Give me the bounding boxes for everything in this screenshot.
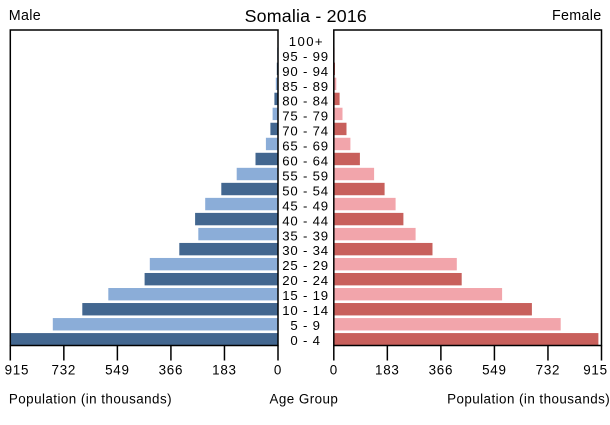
svg-text:366: 366 bbox=[429, 363, 454, 378]
svg-text:65 - 69: 65 - 69 bbox=[282, 139, 329, 154]
svg-text:5 - 9: 5 - 9 bbox=[290, 318, 320, 333]
svg-text:366: 366 bbox=[159, 363, 184, 378]
svg-text:80 - 84: 80 - 84 bbox=[282, 94, 329, 109]
svg-text:25 - 29: 25 - 29 bbox=[282, 258, 329, 273]
svg-text:549: 549 bbox=[105, 363, 130, 378]
svg-text:15 - 19: 15 - 19 bbox=[282, 288, 329, 303]
svg-text:Female: Female bbox=[552, 8, 601, 24]
svg-text:45 - 49: 45 - 49 bbox=[282, 198, 329, 213]
svg-text:70 - 74: 70 - 74 bbox=[282, 124, 329, 139]
svg-text:40 - 44: 40 - 44 bbox=[282, 213, 329, 228]
svg-text:Age Group: Age Group bbox=[269, 392, 338, 407]
svg-text:183: 183 bbox=[212, 363, 237, 378]
svg-text:Male: Male bbox=[9, 8, 41, 24]
svg-text:60 - 64: 60 - 64 bbox=[282, 154, 329, 169]
svg-text:732: 732 bbox=[52, 363, 77, 378]
svg-text:100+: 100+ bbox=[289, 34, 324, 49]
svg-text:732: 732 bbox=[536, 363, 561, 378]
svg-text:30 - 34: 30 - 34 bbox=[282, 243, 329, 258]
svg-text:35 - 39: 35 - 39 bbox=[282, 228, 329, 243]
svg-text:95 - 99: 95 - 99 bbox=[282, 49, 329, 64]
svg-text:Somalia - 2016: Somalia - 2016 bbox=[245, 6, 367, 26]
svg-text:915: 915 bbox=[5, 363, 30, 378]
svg-text:183: 183 bbox=[375, 363, 400, 378]
svg-text:75 - 79: 75 - 79 bbox=[282, 109, 329, 124]
svg-text:915: 915 bbox=[583, 363, 608, 378]
svg-text:55 - 59: 55 - 59 bbox=[282, 168, 329, 183]
svg-text:10 - 14: 10 - 14 bbox=[282, 303, 329, 318]
svg-text:0 - 4: 0 - 4 bbox=[290, 333, 320, 348]
svg-text:Population (in thousands): Population (in thousands) bbox=[9, 392, 172, 407]
svg-text:0: 0 bbox=[274, 363, 282, 378]
svg-text:549: 549 bbox=[482, 363, 507, 378]
svg-text:50 - 54: 50 - 54 bbox=[282, 183, 329, 198]
svg-text:0: 0 bbox=[330, 363, 338, 378]
svg-text:85 - 89: 85 - 89 bbox=[282, 79, 329, 94]
svg-text:20 - 24: 20 - 24 bbox=[282, 273, 329, 288]
svg-text:Population (in thousands): Population (in thousands) bbox=[447, 392, 610, 407]
svg-text:90 - 94: 90 - 94 bbox=[282, 64, 329, 79]
